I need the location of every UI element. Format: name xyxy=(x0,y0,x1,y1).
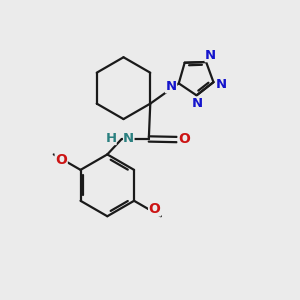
Text: N: N xyxy=(191,97,203,110)
Text: H: H xyxy=(105,132,116,145)
Text: O: O xyxy=(178,132,190,146)
Text: N: N xyxy=(216,78,227,91)
Text: O: O xyxy=(55,153,67,167)
Text: N: N xyxy=(165,80,177,93)
Text: N: N xyxy=(123,132,134,145)
Text: N: N xyxy=(205,49,216,62)
Text: O: O xyxy=(148,202,160,216)
